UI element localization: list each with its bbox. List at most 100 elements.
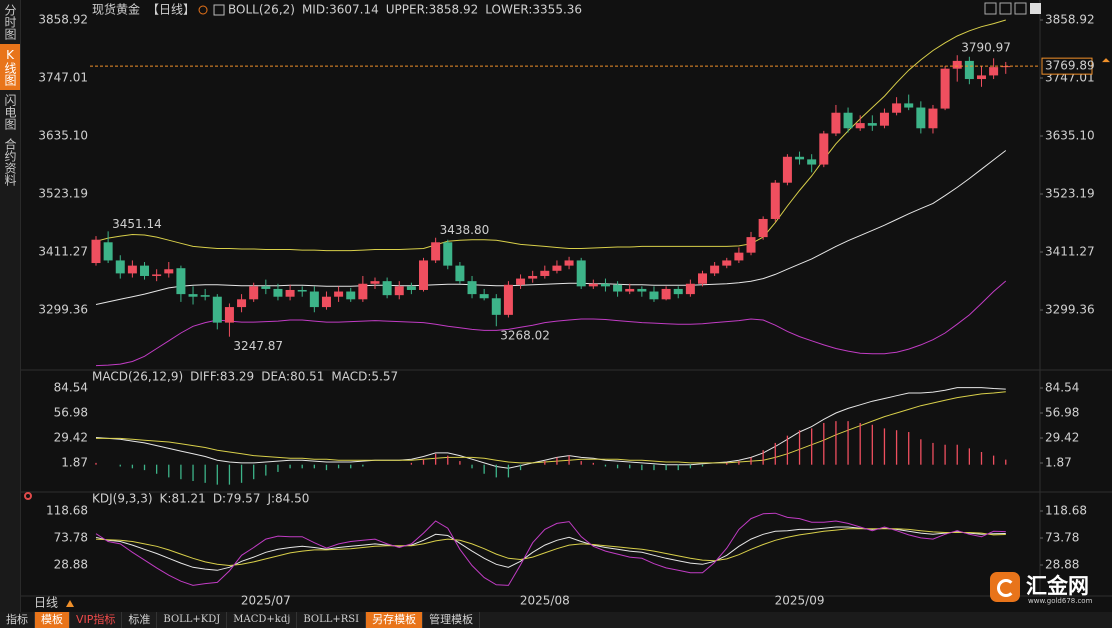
candle-body: [685, 283, 695, 295]
candle-body: [722, 260, 732, 266]
tab[interactable]: 合约资料: [3, 138, 17, 186]
sidebar: 分时图 K线图 闪电图 合约资料: [0, 0, 21, 612]
toolbar-button[interactable]: VIP指标: [70, 612, 123, 628]
candle-body: [455, 265, 465, 282]
candle-body: [419, 260, 429, 290]
candle-body: [564, 260, 574, 266]
candle-body: [964, 60, 974, 80]
candle-body: [892, 103, 902, 113]
low-label: 3268.02: [500, 329, 550, 343]
candle-body: [297, 289, 307, 292]
candle-body: [261, 286, 271, 289]
period-button[interactable]: 日线: [34, 596, 58, 610]
candle-body: [103, 242, 113, 261]
y-tick-label: 3299.36: [38, 303, 88, 317]
indicator-name: KDJ(9,3,3): [92, 492, 153, 506]
y-tick-label: 1.87: [1045, 455, 1072, 469]
x-tick-label: 2025/08: [520, 594, 570, 608]
candle-body: [625, 288, 635, 292]
logo-site: www.gold678.com: [1028, 597, 1093, 605]
candle-body: [285, 289, 295, 297]
background: [0, 0, 1112, 612]
y-tick-label: 29.42: [54, 431, 88, 445]
indicator-line: [95, 528, 1006, 567]
panel-icon: [24, 492, 32, 500]
toolbar-button[interactable]: BOLL+KDJ: [157, 612, 228, 628]
candle-body: [843, 112, 853, 129]
candle-body: [831, 112, 841, 134]
candle-body: [540, 270, 550, 276]
candle-body: [770, 182, 780, 219]
logo: 汇金网 www.gold678.com: [990, 570, 1108, 608]
candle-body: [91, 239, 101, 264]
candle-body: [528, 275, 538, 279]
candle-body: [710, 265, 720, 274]
candle-body: [273, 288, 283, 297]
y-tick-label: 28.88: [1045, 558, 1079, 572]
tab[interactable]: 闪电图: [3, 94, 17, 130]
legend-item: MID:3607.14: [302, 3, 379, 17]
candle-body: [249, 286, 259, 300]
candle-body: [807, 159, 817, 165]
y-tick-label: 3635.10: [38, 128, 88, 142]
indicator-name: MACD(26,12,9): [92, 370, 183, 384]
last-price-label: 3769.89: [1045, 59, 1095, 73]
candle-body: [552, 265, 562, 271]
legend-item: DEA:80.51: [261, 370, 324, 384]
candle-body: [115, 260, 125, 274]
indicator-name: BOLL(26,2): [228, 3, 295, 17]
candle-body: [746, 237, 756, 253]
legend-item: K:81.21: [160, 492, 206, 506]
toolbar-button[interactable]: 标准: [122, 612, 158, 628]
toolbar-button[interactable]: BOLL+RSI: [297, 612, 367, 628]
candle-body: [164, 269, 174, 274]
candle-body: [576, 260, 586, 287]
legend-item: MACD:5.57: [331, 370, 398, 384]
y-tick-label: 3411.27: [1045, 245, 1095, 259]
candle-body: [904, 103, 914, 108]
candle-body: [491, 298, 501, 315]
candle-body: [734, 252, 744, 261]
tab[interactable]: K线图: [0, 44, 20, 90]
candle-body: [879, 112, 889, 126]
candle-body: [867, 123, 877, 126]
candle-body: [152, 274, 162, 276]
indicator-line: [95, 280, 1007, 367]
candle-body: [346, 291, 356, 300]
candle-body: [334, 291, 344, 297]
toolbar-button[interactable]: MACD+kdj: [227, 612, 298, 628]
legend-item: DIFF:83.29: [190, 370, 254, 384]
y-tick-label: 56.98: [54, 406, 88, 420]
indicator-line: [95, 512, 1006, 586]
toolbar-button[interactable]: 模板: [35, 612, 70, 628]
candle-body: [976, 75, 986, 80]
candle-body: [989, 67, 999, 76]
x-tick-label: 2025/09: [775, 594, 825, 608]
candle-body: [503, 284, 513, 315]
candle-body: [782, 156, 792, 183]
legend-item: UPPER:3858.92: [386, 3, 478, 17]
y-tick-label: 118.68: [1045, 504, 1087, 518]
candle-body: [370, 281, 380, 284]
candle-body: [795, 156, 805, 160]
candle-body: [819, 133, 829, 165]
toolbar-button[interactable]: 另存模板: [366, 612, 424, 628]
x-tick-label: 2025/07: [241, 594, 291, 608]
y-tick-label: 29.42: [1045, 431, 1079, 445]
candle-body: [613, 284, 623, 292]
period-arrow: [66, 600, 74, 607]
candle-body: [916, 107, 926, 129]
candle-body: [224, 307, 234, 323]
period-label: 【日线】: [147, 3, 195, 17]
y-tick-label: 73.78: [1045, 531, 1079, 545]
candle-body: [200, 295, 210, 297]
toolbar-button[interactable]: 指标: [0, 612, 35, 628]
y-tick-label: 3523.19: [38, 186, 88, 200]
candle-body: [212, 296, 222, 323]
y-tick-label: 28.88: [54, 558, 88, 572]
candle-body: [673, 288, 683, 295]
tab[interactable]: 分时图: [3, 4, 17, 40]
window-icon: [1030, 3, 1041, 14]
toolbar-button[interactable]: 管理模板: [423, 612, 481, 628]
